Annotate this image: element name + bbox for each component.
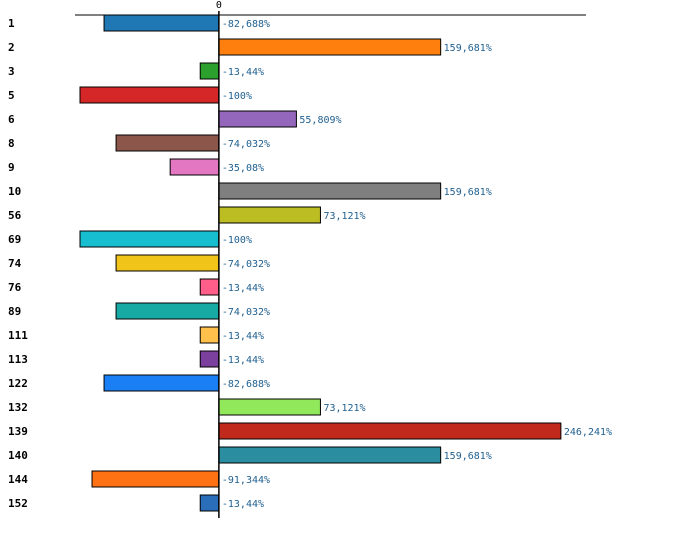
bar	[169, 158, 220, 176]
data-label: 159,681%	[444, 43, 492, 54]
bar	[218, 398, 321, 416]
category-label: 76	[8, 281, 22, 294]
category-label: 89	[8, 305, 21, 318]
data-label: 73,121%	[323, 211, 365, 222]
category-label: 74	[8, 257, 22, 270]
category-label: 5	[8, 89, 15, 102]
category-label: 3	[8, 65, 15, 78]
category-label: 69	[8, 233, 21, 246]
category-label: 132	[8, 401, 28, 414]
bar	[79, 230, 220, 248]
bar	[115, 302, 220, 320]
bar	[199, 278, 220, 296]
bar	[218, 422, 562, 440]
bar	[199, 494, 220, 512]
data-label: 246,241%	[564, 427, 612, 438]
category-label: 6	[8, 113, 15, 126]
category-label: 2	[8, 41, 15, 54]
x-tick-label: 0	[216, 0, 222, 11]
category-label: 113	[8, 353, 28, 366]
bar	[199, 350, 220, 368]
bars-group: 1 -82,688% 2 159,681% 3 -13,44% 5 -100% 6 55,809%…	[8, 14, 612, 512]
category-label: 122	[8, 377, 28, 390]
bar	[199, 326, 220, 344]
data-label: 159,681%	[444, 451, 492, 462]
bar	[115, 254, 220, 272]
bar	[103, 374, 220, 392]
category-label: 152	[8, 497, 28, 510]
data-label: -13,44%	[222, 499, 264, 510]
category-label: 139	[8, 425, 28, 438]
bar	[115, 134, 220, 152]
data-label: -100%	[222, 235, 252, 246]
category-label: 144	[8, 473, 28, 486]
data-label: -82,688%	[222, 379, 270, 390]
bar	[103, 14, 220, 32]
category-label: 56	[8, 209, 22, 222]
data-label: -74,032%	[222, 139, 270, 150]
bar	[218, 182, 442, 200]
data-label: -91,344%	[222, 475, 270, 486]
category-label: 10	[8, 185, 21, 198]
category-label: 9	[8, 161, 15, 174]
data-label: 55,809%	[299, 115, 341, 126]
category-label: 1	[8, 17, 15, 30]
data-label: -13,44%	[222, 67, 264, 78]
bar	[91, 470, 220, 488]
category-label: 140	[8, 449, 28, 462]
data-label: 159,681%	[444, 187, 492, 198]
data-label: -13,44%	[222, 283, 264, 294]
data-label: -13,44%	[222, 355, 264, 366]
data-label: -13,44%	[222, 331, 264, 342]
bar	[218, 446, 442, 464]
data-label: -35,08%	[222, 163, 264, 174]
data-label: -74,032%	[222, 307, 270, 318]
bar	[79, 86, 220, 104]
data-label: 73,121%	[323, 403, 365, 414]
bar	[218, 38, 442, 56]
bar	[218, 110, 297, 128]
data-label: -100%	[222, 91, 252, 102]
data-label: -74,032%	[222, 259, 270, 270]
category-label: 111	[8, 329, 28, 342]
category-label: 8	[8, 137, 15, 150]
data-label: -82,688%	[222, 19, 270, 30]
bar	[199, 62, 220, 80]
bar	[218, 206, 321, 224]
